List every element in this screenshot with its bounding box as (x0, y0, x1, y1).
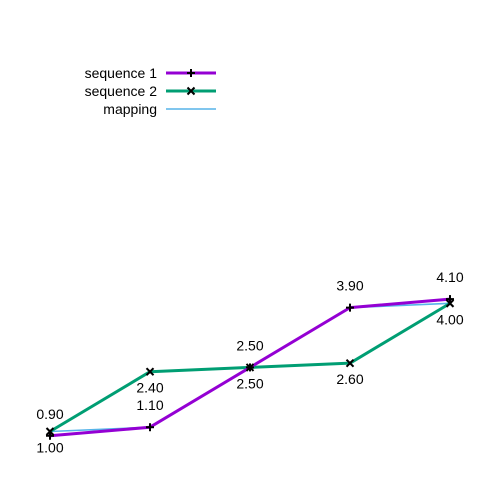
sequence-1-label-4: 3.90 (336, 278, 363, 294)
legend-label-3: mapping (103, 101, 157, 117)
sequence-2-point-1 (45, 427, 55, 436)
sequence-2-label-3: 2.50 (236, 375, 263, 391)
legend-item-2: sequence 2 (85, 83, 216, 99)
sequence-1-point-5 (446, 295, 454, 304)
legend-item-1: sequence 1 (85, 65, 216, 81)
sequence-2-point-3 (245, 363, 255, 372)
sequence-2-label-2: 2.40 (136, 380, 163, 396)
legend-label-1: sequence 1 (85, 65, 158, 81)
legend-marker-2 (186, 86, 196, 96)
legend: sequence 1 sequence 2 mapping (85, 65, 216, 117)
sequence-1-point-4 (346, 303, 354, 312)
sequence-1-label-2: 1.10 (136, 397, 163, 413)
sequence-2-point-2 (145, 367, 155, 376)
legend-marker-1 (187, 69, 195, 77)
sequence-2-label-4: 2.60 (336, 371, 363, 387)
sequence-1-label-5: 4.10 (436, 269, 463, 285)
sequence-1-label-3: 2.50 (236, 337, 263, 353)
sequence-1-point-1 (46, 431, 54, 440)
sequence-2-label-1: 1.00 (36, 439, 63, 455)
legend-label-2: sequence 2 (85, 83, 158, 99)
sequence-2-point-4 (345, 358, 355, 368)
sequence-2-label-5: 4.00 (436, 311, 463, 327)
series-markers (45, 295, 455, 440)
legend-item-3: mapping (103, 101, 216, 117)
sequence-1-point-2 (146, 423, 154, 432)
sequence-1-label-1: 0.90 (36, 406, 63, 422)
sequence-2-point-5 (445, 299, 455, 308)
data-labels: 0.90 1.10 2.50 3.90 4.10 1.00 2.40 2.50 2.60 4.00 (36, 269, 463, 455)
